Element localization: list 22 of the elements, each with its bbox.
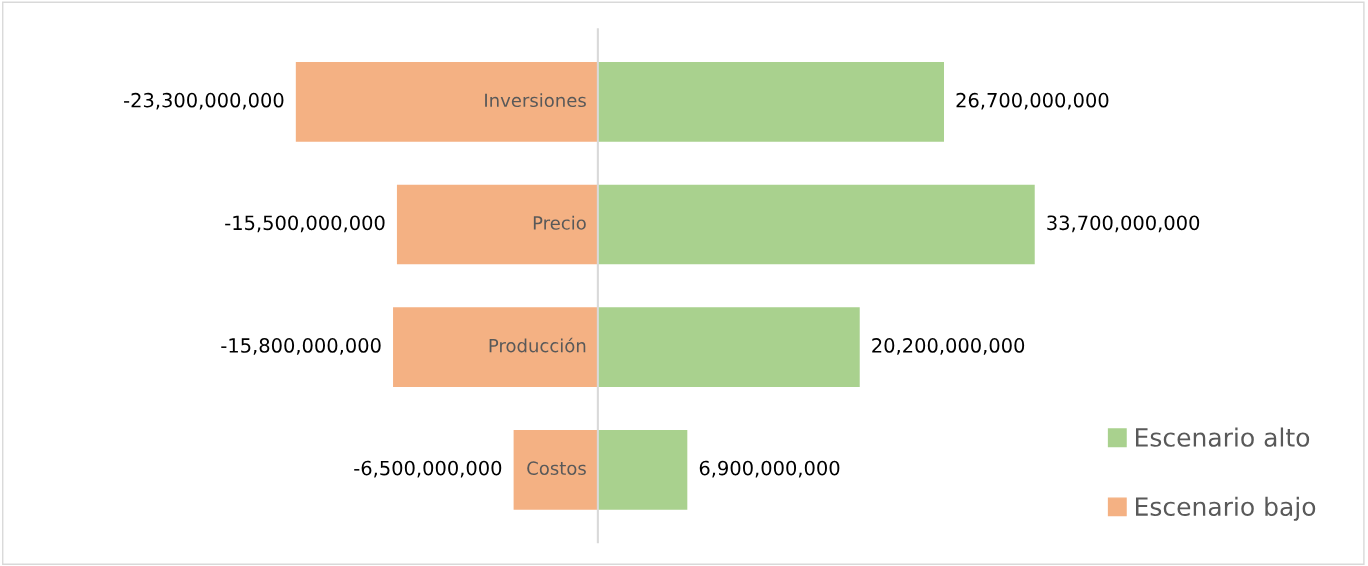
bar: [597, 62, 944, 142]
data-label: 33,700,000,000: [1047, 215, 1200, 233]
y-tick-label: Producción: [489, 337, 586, 353]
data-label: -15,800,000,000: [221, 338, 381, 355]
data-label: 6,900,000,000: [699, 460, 840, 478]
y-tick-label: Precio: [533, 215, 586, 230]
bar: [597, 429, 688, 510]
data-label: -15,500,000,000: [225, 215, 385, 233]
bar: [295, 62, 598, 142]
bar: [513, 429, 598, 510]
bar: [396, 184, 598, 265]
bar: [393, 307, 598, 387]
y-tick-label: Costos: [527, 461, 586, 476]
data-label: -23,300,000,000: [124, 92, 284, 110]
data-label: -6,500,000,000: [354, 460, 502, 478]
legend-label: Escenario alto: [1136, 427, 1310, 447]
y-tick-label: Inversiones: [485, 93, 586, 108]
legend-label: Escenario bajo: [1136, 496, 1316, 521]
bar: [597, 184, 1035, 265]
data-label: 20,200,000,000: [872, 338, 1025, 355]
data-label: 26,700,000,000: [956, 92, 1109, 110]
bar: [597, 307, 860, 387]
